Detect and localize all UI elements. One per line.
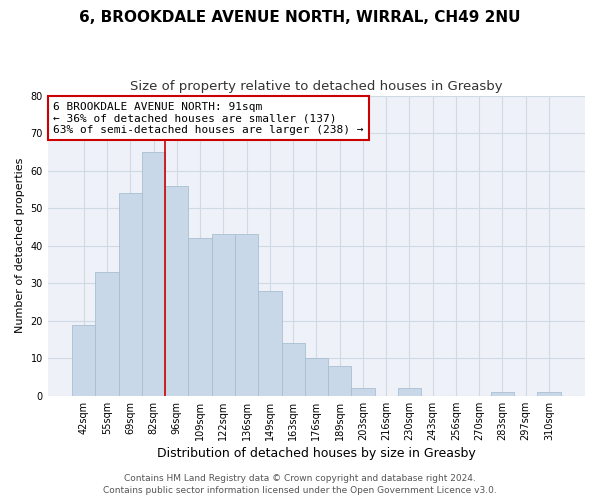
Bar bbox=[538, 392, 560, 396]
Bar bbox=[235, 234, 258, 396]
Bar bbox=[142, 152, 165, 396]
Bar bbox=[212, 234, 235, 396]
Bar bbox=[188, 238, 212, 396]
Bar bbox=[491, 392, 514, 396]
Title: Size of property relative to detached houses in Greasby: Size of property relative to detached ho… bbox=[130, 80, 503, 93]
X-axis label: Distribution of detached houses by size in Greasby: Distribution of detached houses by size … bbox=[157, 447, 476, 460]
Bar bbox=[95, 272, 119, 396]
Bar bbox=[165, 186, 188, 396]
Text: Contains HM Land Registry data © Crown copyright and database right 2024.
Contai: Contains HM Land Registry data © Crown c… bbox=[103, 474, 497, 495]
Bar bbox=[398, 388, 421, 396]
Text: 6 BROOKDALE AVENUE NORTH: 91sqm
← 36% of detached houses are smaller (137)
63% o: 6 BROOKDALE AVENUE NORTH: 91sqm ← 36% of… bbox=[53, 102, 364, 135]
Bar bbox=[258, 290, 281, 396]
Bar bbox=[305, 358, 328, 396]
Y-axis label: Number of detached properties: Number of detached properties bbox=[15, 158, 25, 334]
Text: 6, BROOKDALE AVENUE NORTH, WIRRAL, CH49 2NU: 6, BROOKDALE AVENUE NORTH, WIRRAL, CH49 … bbox=[79, 10, 521, 25]
Bar bbox=[119, 193, 142, 396]
Bar bbox=[328, 366, 351, 396]
Bar bbox=[351, 388, 374, 396]
Bar bbox=[72, 324, 95, 396]
Bar bbox=[281, 344, 305, 396]
